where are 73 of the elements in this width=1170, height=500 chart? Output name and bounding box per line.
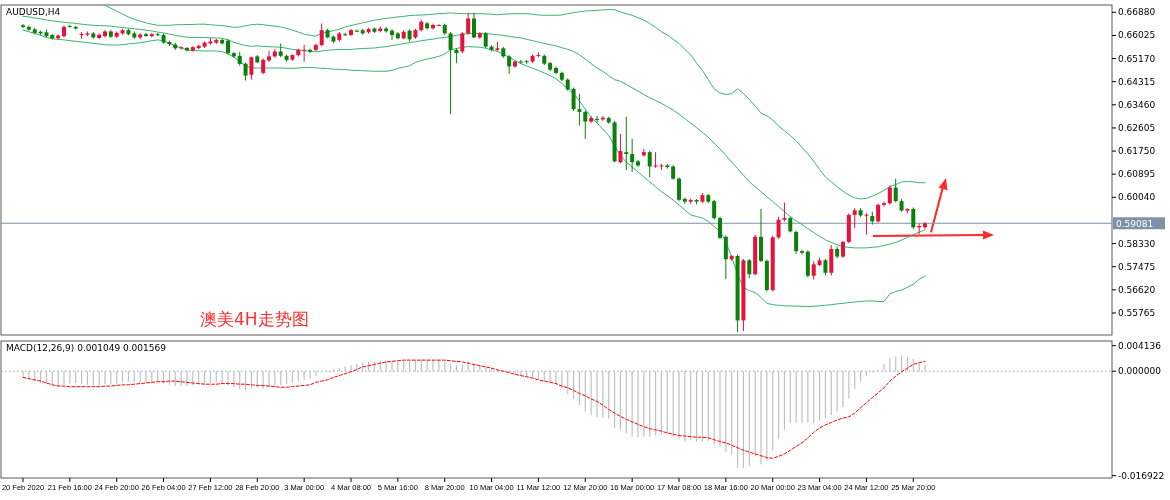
candlestick xyxy=(923,221,927,230)
candlestick xyxy=(893,178,898,203)
candlestick xyxy=(647,150,652,178)
candlestick xyxy=(577,93,582,127)
y-tick-label: 0.66025 xyxy=(1118,30,1156,41)
y-tick-label: 0.60895 xyxy=(1118,169,1156,180)
candlestick xyxy=(630,138,635,173)
candlestick xyxy=(747,258,752,279)
y-tick-label: 0.58330 xyxy=(1118,238,1156,249)
candlestick xyxy=(21,23,25,29)
candlestick xyxy=(231,51,236,59)
candlestick xyxy=(144,32,148,38)
candlestick xyxy=(595,115,599,124)
candlestick xyxy=(876,203,881,224)
candlestick xyxy=(911,207,916,230)
candlestick xyxy=(583,109,588,140)
candlestick xyxy=(460,31,465,54)
line-series xyxy=(104,4,926,200)
y-tick-label: -0.016922 xyxy=(1118,470,1165,481)
candlestick xyxy=(390,28,394,41)
candlestick xyxy=(682,197,687,205)
ref-line-label: 0.59081 xyxy=(1116,218,1154,229)
chart-title: MACD(12,26,9) 0.001049 0.001569 xyxy=(6,343,167,353)
candlestick xyxy=(624,116,629,171)
candlestick xyxy=(852,207,857,229)
y-tick-label: 0.63460 xyxy=(1118,99,1156,110)
candlestick xyxy=(448,31,453,115)
candlestick xyxy=(864,212,869,236)
candlestick xyxy=(829,244,834,276)
candlestick xyxy=(190,45,195,53)
annotation: 澳美4H走势图 xyxy=(200,309,309,329)
candlestick xyxy=(138,32,143,40)
candlestick xyxy=(179,45,184,51)
candlestick xyxy=(302,44,307,63)
candlestick xyxy=(518,59,523,65)
y-tick-label: 0.61750 xyxy=(1118,146,1156,157)
candlestick xyxy=(507,54,512,75)
candlestick xyxy=(882,201,886,208)
candlestick xyxy=(97,32,102,40)
candlestick xyxy=(267,50,271,63)
candlestick xyxy=(431,23,435,31)
candlestick xyxy=(677,176,681,202)
y-tick-label: 0.000000 xyxy=(1118,366,1162,377)
candlestick xyxy=(794,230,799,255)
candlestick xyxy=(776,216,781,240)
candlestick xyxy=(436,23,441,27)
y-tick-label: 0.56620 xyxy=(1118,284,1156,295)
candlestick xyxy=(811,260,816,281)
candlestick xyxy=(718,216,722,240)
y-tick-label: 0.66880 xyxy=(1118,7,1156,18)
candlestick xyxy=(723,234,728,280)
candlestick xyxy=(782,201,787,222)
y-tick-label: 0.64315 xyxy=(1118,76,1156,87)
candlestick xyxy=(618,133,623,164)
y-tick-label: 0.004136 xyxy=(1118,340,1162,351)
line-series xyxy=(22,29,926,308)
candlestick xyxy=(887,184,892,206)
candlestick xyxy=(712,199,717,220)
candlestick xyxy=(571,87,576,112)
line-series xyxy=(22,359,926,459)
line-series xyxy=(22,15,926,249)
candlestick xyxy=(319,22,324,47)
candlestick xyxy=(243,61,248,81)
chart-title: AUDUSD,H4 xyxy=(6,7,61,17)
candlestick xyxy=(343,32,348,37)
y-tick-label: 0.62605 xyxy=(1118,122,1156,133)
candlestick xyxy=(466,12,471,36)
y-tick-label: 0.57475 xyxy=(1118,261,1156,272)
y-tick-label: 0.55765 xyxy=(1118,307,1156,318)
y-tick-label: 0.65170 xyxy=(1118,53,1156,64)
candlestick xyxy=(472,12,476,39)
candlestick xyxy=(641,148,646,158)
y-tick-label: 0.60040 xyxy=(1118,192,1156,203)
